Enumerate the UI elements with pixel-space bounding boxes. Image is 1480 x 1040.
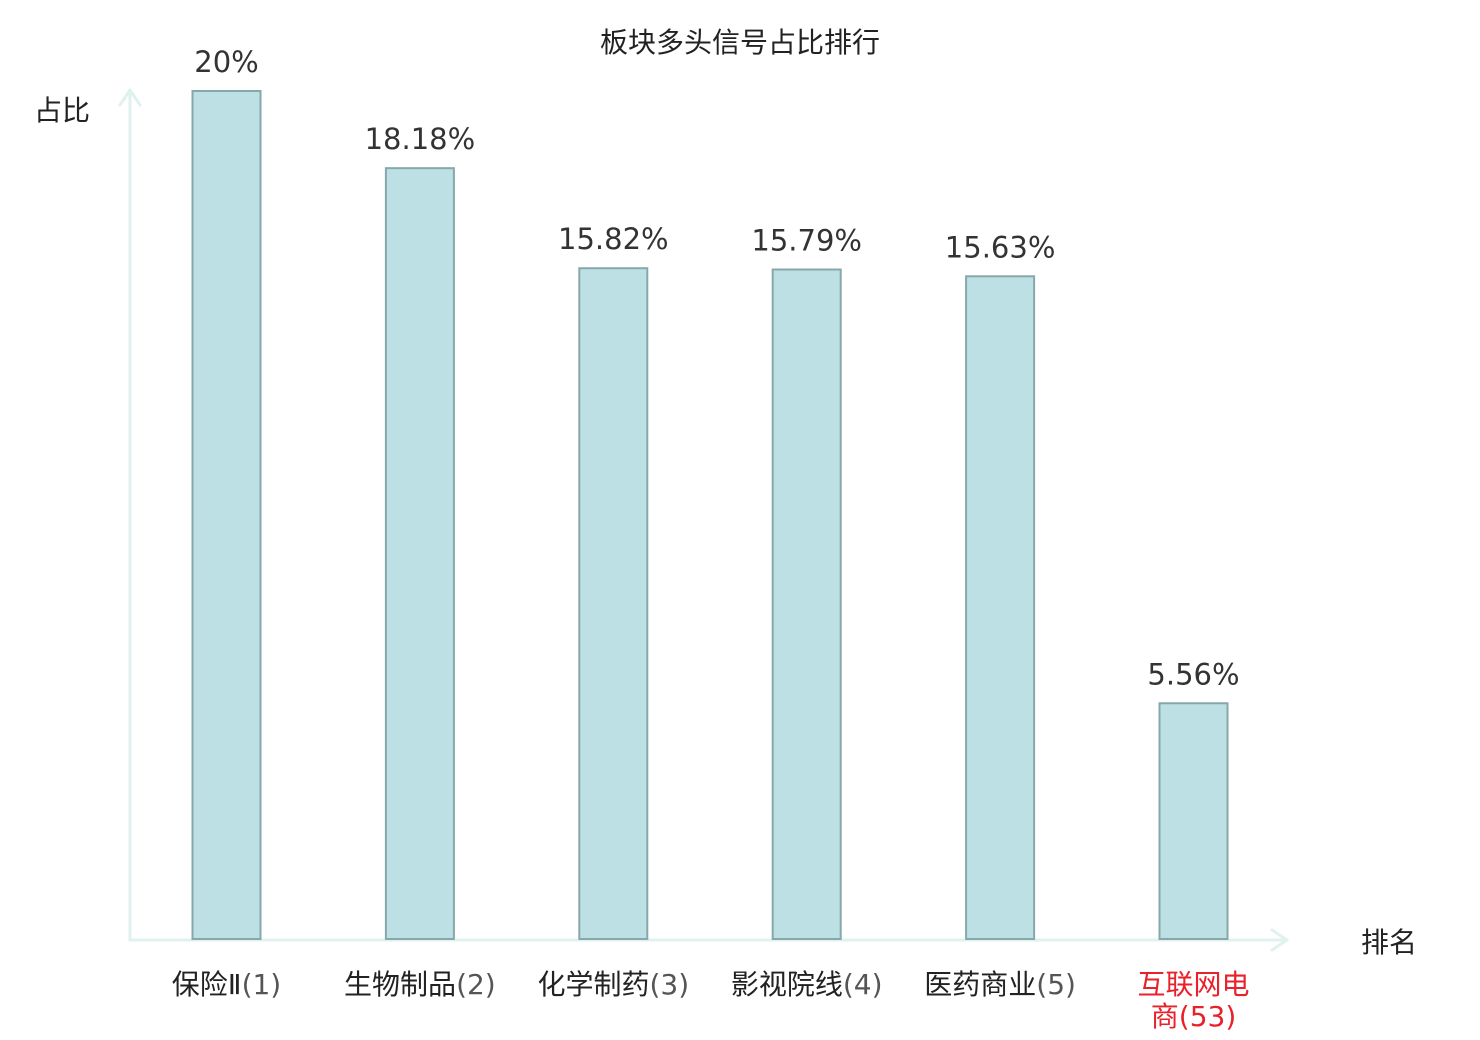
y-axis-label: 占比: [34, 94, 90, 127]
tick-label: 化学制药(3): [537, 968, 689, 1001]
tick-label-name: 保险Ⅱ: [172, 968, 242, 1001]
tick-label-name: 影视院线: [731, 968, 843, 1001]
bar: [384, 167, 455, 940]
x-axis-label: 排名: [1361, 926, 1417, 959]
tick-label-rank: (1): [242, 968, 282, 1001]
bar: [578, 267, 649, 940]
tick-label-name: 商: [1151, 1000, 1179, 1033]
y-axis: [118, 88, 142, 942]
tick-label-rank: (2): [456, 968, 496, 1001]
data-label: 5.56%: [1147, 657, 1239, 691]
tick-label-name: 化学制药: [537, 968, 649, 1001]
bar: [1158, 702, 1229, 940]
x-axis: [128, 928, 1289, 952]
tick-label: 生物制品(2): [344, 968, 496, 1001]
data-label: 15.82%: [558, 222, 669, 256]
bar: [191, 90, 262, 940]
value-labels-group: 20% 18.18% 15.82% 15.79% 15.63% 5.56%: [194, 45, 1239, 691]
chart-title: 板块多头信号占比排行: [600, 26, 880, 59]
data-label: 15.63%: [945, 230, 1056, 264]
bars-group: [191, 90, 1229, 940]
category-labels-group: 保险Ⅱ(1) 生物制品(2) 化学制药(3) 影视院线(4) 医药商业(5) 互联网电商(…: [172, 968, 1250, 1033]
tick-label-rank: (3): [649, 968, 689, 1001]
tick-label: 互联网电: [1137, 968, 1249, 1001]
tick-label-rank: (53): [1179, 1000, 1236, 1033]
bar: [965, 275, 1036, 940]
tick-label-rank: (4): [843, 968, 883, 1001]
tick-label-line2: 商(53): [1151, 1000, 1237, 1033]
tick-label-name: 医药商业: [924, 968, 1036, 1001]
tick-label: 医药商业(5): [924, 968, 1076, 1001]
tick-label-name: 生物制品: [344, 968, 456, 1001]
tick-label: 影视院线(4): [731, 968, 883, 1001]
data-label: 20%: [194, 45, 258, 79]
data-label: 18.18%: [365, 122, 476, 156]
tick-label: 保险Ⅱ(1): [172, 968, 281, 1001]
bar: [771, 268, 842, 940]
tick-label-rank: (5): [1036, 968, 1076, 1001]
data-label: 15.79%: [751, 224, 862, 258]
